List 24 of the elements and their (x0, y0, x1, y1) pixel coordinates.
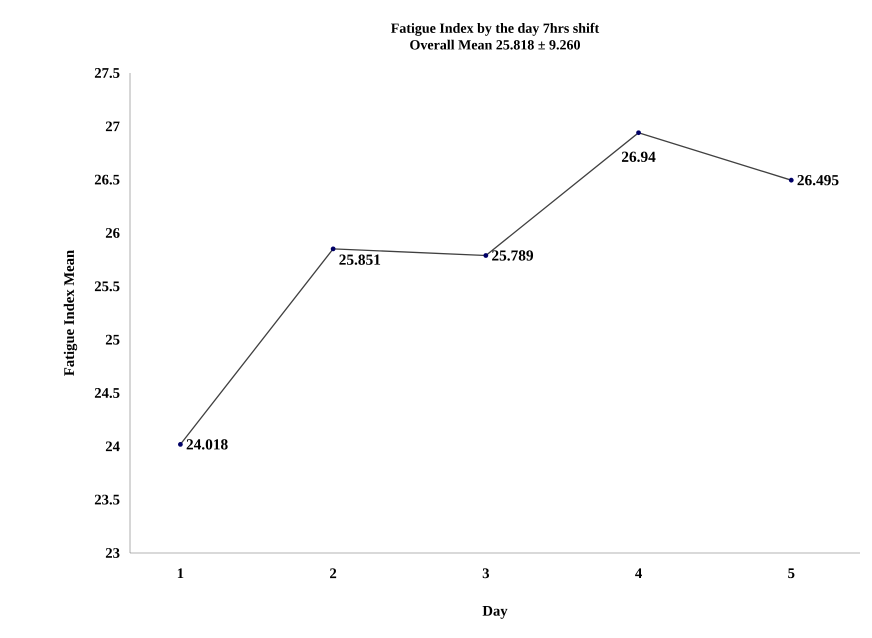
data-label: 25.851 (339, 254, 380, 265)
y-tick-label: 26.5 (94, 174, 120, 185)
y-tick-label: 23.5 (94, 494, 120, 505)
y-tick-label: 26 (106, 228, 120, 238)
chart-subtitle: Overall Mean 25.818 ± 9.260 (410, 40, 580, 50)
x-tick-label: 2 (330, 568, 336, 578)
data-label: 25.789 (492, 250, 534, 261)
x-axis-title: Day (482, 606, 508, 619)
data-label: 24.018 (186, 439, 228, 450)
y-axis-title: Fatigue Index Mean (64, 250, 78, 376)
data-label: 26.94 (622, 152, 656, 162)
x-tick-label: 3 (482, 568, 490, 578)
y-tick-label: 24 (106, 441, 120, 452)
x-tick-label: 1 (178, 568, 184, 578)
x-tick-label: 4 (635, 568, 642, 578)
y-tick-label: 25 (106, 334, 120, 345)
x-tick-label: 5 (788, 568, 794, 578)
chart-title: Fatigue Index by the day 7hrs shift (391, 22, 600, 36)
y-tick-label: 25.5 (94, 281, 120, 292)
y-tick-label: 27.5 (94, 68, 120, 78)
y-tick-label: 24.5 (94, 388, 120, 398)
data-label: 26.495 (798, 175, 838, 186)
y-tick-label: 27 (106, 121, 120, 132)
y-tick-label: 23 (106, 548, 120, 558)
